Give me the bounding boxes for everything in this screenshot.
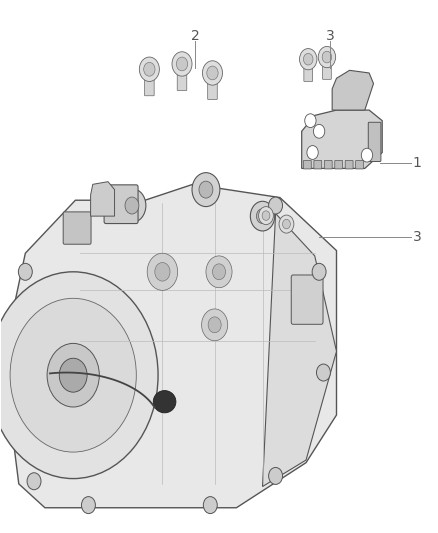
Circle shape xyxy=(201,309,228,341)
Circle shape xyxy=(192,173,220,207)
Circle shape xyxy=(208,317,221,333)
Circle shape xyxy=(283,219,290,229)
Circle shape xyxy=(172,52,192,76)
Circle shape xyxy=(212,264,226,280)
Circle shape xyxy=(139,57,159,82)
Circle shape xyxy=(177,57,187,71)
Circle shape xyxy=(0,272,158,479)
Circle shape xyxy=(125,197,139,214)
FancyBboxPatch shape xyxy=(177,63,187,91)
FancyBboxPatch shape xyxy=(104,185,138,223)
FancyBboxPatch shape xyxy=(304,160,311,169)
FancyBboxPatch shape xyxy=(335,160,343,169)
Circle shape xyxy=(27,473,41,490)
Circle shape xyxy=(262,211,270,220)
Polygon shape xyxy=(262,214,336,487)
Circle shape xyxy=(322,51,332,63)
Circle shape xyxy=(256,209,268,223)
Circle shape xyxy=(206,256,232,288)
Text: 3: 3 xyxy=(413,230,421,244)
Circle shape xyxy=(81,497,95,514)
Circle shape xyxy=(258,207,273,224)
Circle shape xyxy=(314,124,325,138)
Polygon shape xyxy=(91,182,115,216)
FancyBboxPatch shape xyxy=(314,160,322,169)
FancyBboxPatch shape xyxy=(63,212,91,244)
Text: 3: 3 xyxy=(325,29,334,43)
Text: 1: 1 xyxy=(413,156,421,170)
FancyBboxPatch shape xyxy=(291,275,323,324)
FancyBboxPatch shape xyxy=(345,160,353,169)
FancyBboxPatch shape xyxy=(322,56,331,79)
Circle shape xyxy=(300,49,317,70)
Circle shape xyxy=(207,66,218,80)
Circle shape xyxy=(307,146,318,159)
FancyBboxPatch shape xyxy=(208,72,217,100)
Circle shape xyxy=(304,53,313,65)
Circle shape xyxy=(144,62,155,76)
Circle shape xyxy=(361,148,373,162)
Circle shape xyxy=(202,61,223,85)
Circle shape xyxy=(155,263,170,281)
Circle shape xyxy=(199,181,213,198)
Ellipse shape xyxy=(153,391,176,413)
Polygon shape xyxy=(10,184,336,508)
FancyBboxPatch shape xyxy=(368,122,381,161)
Circle shape xyxy=(203,497,217,514)
Circle shape xyxy=(118,189,146,222)
FancyBboxPatch shape xyxy=(145,69,154,96)
Circle shape xyxy=(279,215,294,233)
Text: 2: 2 xyxy=(191,29,199,43)
Circle shape xyxy=(317,364,330,381)
Circle shape xyxy=(18,263,32,280)
Circle shape xyxy=(318,46,336,68)
FancyBboxPatch shape xyxy=(324,160,332,169)
FancyBboxPatch shape xyxy=(356,160,364,169)
Circle shape xyxy=(251,201,275,231)
Circle shape xyxy=(59,358,87,392)
Circle shape xyxy=(305,114,316,127)
Polygon shape xyxy=(332,70,374,110)
Circle shape xyxy=(268,197,283,214)
Circle shape xyxy=(312,263,326,280)
Circle shape xyxy=(147,253,178,290)
Circle shape xyxy=(268,467,283,484)
FancyBboxPatch shape xyxy=(304,59,313,82)
Circle shape xyxy=(47,343,99,407)
Circle shape xyxy=(10,298,136,452)
Polygon shape xyxy=(302,110,382,168)
